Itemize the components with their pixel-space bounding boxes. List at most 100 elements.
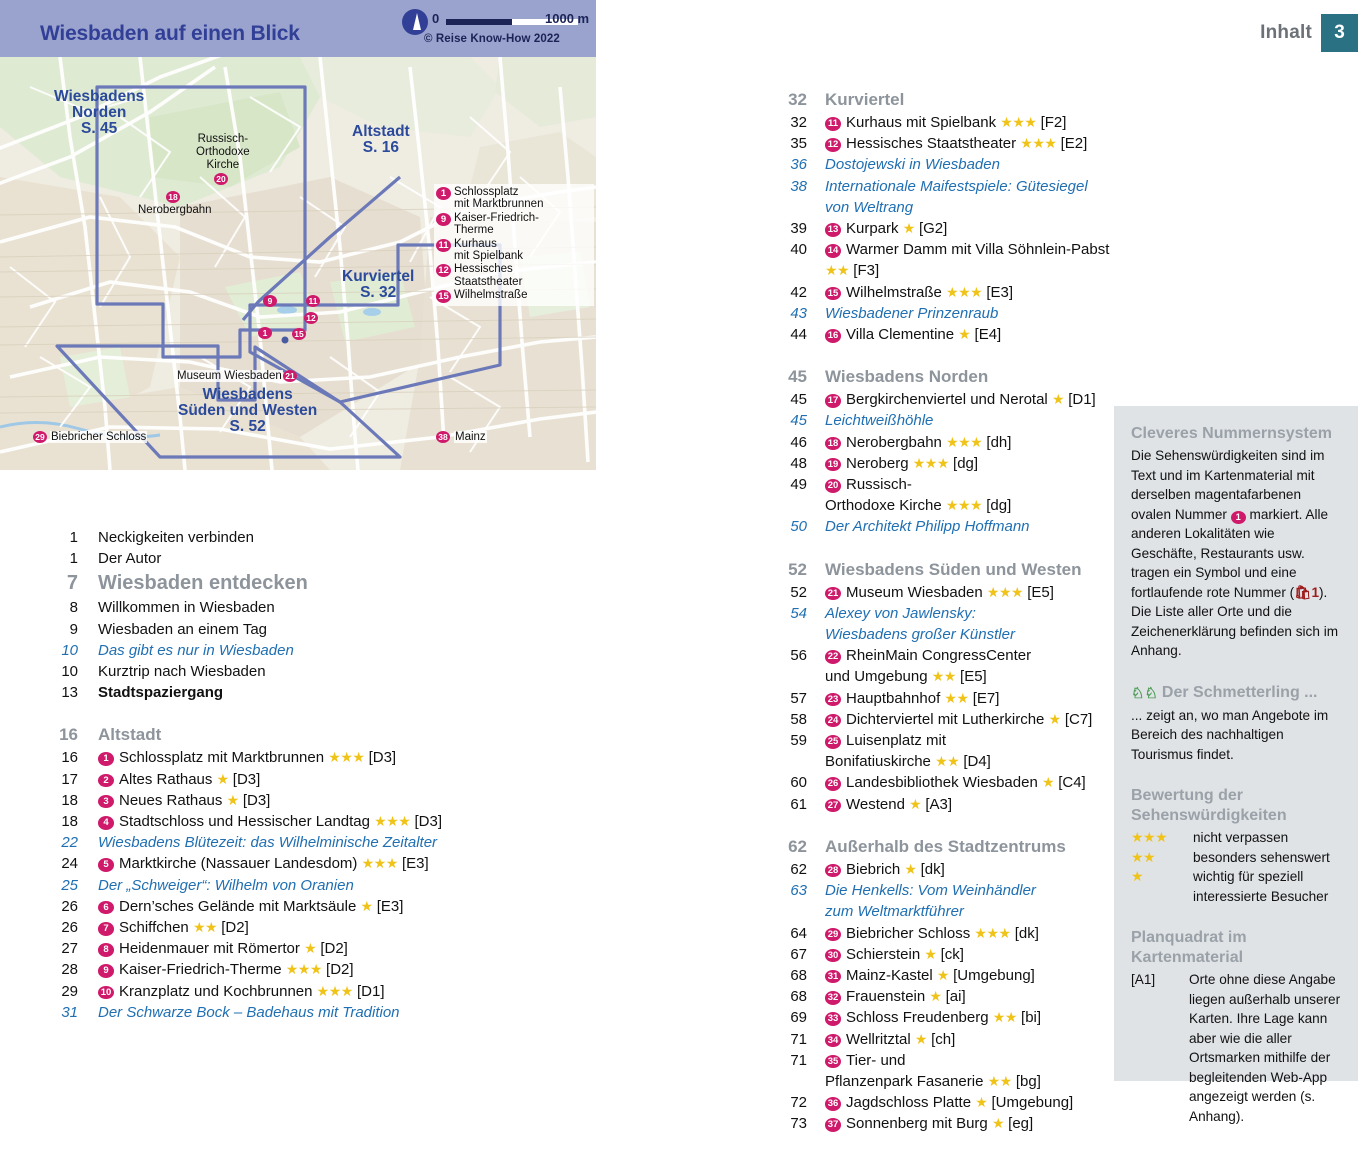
map-marker-1[interactable]: 1 — [258, 327, 272, 339]
entry-marker-28[interactable]: 28 — [825, 863, 841, 878]
entry-marker-23[interactable]: 23 — [825, 692, 841, 707]
toc-row[interactable]: 32 11 Kurhaus mit Spielbank ★★★ [F2] — [770, 112, 1110, 133]
entry-marker-18[interactable]: 18 — [825, 436, 841, 451]
map-marker-38[interactable]: 38 — [436, 431, 450, 443]
toc-row[interactable]: 31 Der Schwarze Bock – Badehaus mit Tradi… — [0, 1002, 680, 1023]
map-marker-20[interactable]: 20 — [214, 173, 228, 185]
toc-row[interactable]: 50 Der Architekt Philipp Hoffmann — [770, 516, 1110, 537]
entry-marker-16[interactable]: 16 — [825, 329, 841, 343]
toc-row[interactable]: 10 Kurztrip nach Wiesbaden — [0, 661, 680, 682]
entry-marker-27[interactable]: 27 — [825, 798, 841, 813]
entry-marker-3[interactable]: 3 — [98, 794, 114, 809]
toc-row[interactable]: 58 24 Dichterviertel mit Lutherkirche ★ [C… — [770, 709, 1110, 730]
toc-row[interactable]: 39 13 Kurpark ★ [G2] — [770, 218, 1110, 239]
map-marker-11[interactable]: 11 — [306, 295, 320, 307]
entry-marker-29[interactable]: 29 — [825, 927, 841, 941]
toc-row[interactable]: 49 20 Russisch- — [770, 474, 1110, 495]
entry-marker-34[interactable]: 34 — [825, 1033, 841, 1048]
entry-marker-26[interactable]: 26 — [825, 777, 841, 791]
map-marker-21[interactable]: 21 — [283, 370, 297, 382]
toc-row[interactable]: 17 2 Altes Rathaus ★ [D3] — [0, 769, 680, 790]
toc-row[interactable]: 35 12 Hessisches Staatstheater ★★★ [E2] — [770, 133, 1110, 154]
toc-row[interactable]: zum Weltmarktführer — [770, 901, 1110, 922]
toc-row[interactable]: 42 15 Wilhelmstraße ★★★ [E3] — [770, 282, 1110, 303]
toc-row[interactable]: Wiesbadens großer Künstler — [770, 624, 1110, 645]
entry-marker-30[interactable]: 30 — [825, 948, 841, 963]
entry-marker-36[interactable]: 36 — [825, 1097, 841, 1111]
toc-row[interactable]: 57 23 Hauptbahnhof ★★ [E7] — [770, 688, 1110, 709]
toc-row[interactable]: 18 4 Stadtschloss und Hessischer Landtag ★… — [0, 811, 680, 832]
toc-row[interactable]: 27 8 Heidenmauer mit Römertor ★ [D2] — [0, 938, 680, 959]
toc-row[interactable]: 56 22 RheinMain CongressCenter — [770, 645, 1110, 666]
toc-row[interactable]: 61 27 Westend ★ [A3] — [770, 794, 1110, 815]
entry-marker-20[interactable]: 20 — [825, 479, 841, 493]
map-marker-18[interactable]: 18 — [166, 191, 180, 203]
toc-row[interactable]: 8 Willkommen in Wiesbaden — [0, 597, 680, 618]
toc-row[interactable]: und Umgebung ★★ [E5] — [770, 666, 1110, 687]
toc-row[interactable]: Orthodoxe Kirche ★★★ [dg] — [770, 495, 1110, 516]
toc-row[interactable]: 71 34 Wellritztal ★ [ch] — [770, 1029, 1110, 1050]
entry-marker-13[interactable]: 13 — [825, 223, 841, 237]
toc-row[interactable]: 69 33 Schloss Freudenberg ★★ [bi] — [770, 1007, 1110, 1028]
entry-marker-4[interactable]: 4 — [98, 816, 114, 830]
toc-row[interactable]: 28 9 Kaiser-Friedrich-Therme ★★★ [D2] — [0, 959, 680, 980]
toc-row[interactable]: 73 37 Sonnenberg mit Burg ★ [eg] — [770, 1113, 1110, 1134]
toc-row[interactable]: 32 Kurviertel — [770, 88, 1110, 112]
entry-marker-14[interactable]: 14 — [825, 244, 841, 258]
toc-row[interactable]: 52 Wiesbadens Süden und Westen — [770, 558, 1110, 582]
toc-row[interactable]: 26 7 Schiffchen ★★ [D2] — [0, 917, 680, 938]
map-marker-9[interactable]: 9 — [263, 295, 277, 307]
entry-marker-21[interactable]: 21 — [825, 586, 841, 601]
toc-row[interactable]: 45 Wiesbadens Norden — [770, 365, 1110, 389]
toc-row[interactable]: 10 Das gibt es nur in Wiesbaden — [0, 640, 680, 661]
toc-row[interactable]: 16 Altstadt — [0, 723, 680, 747]
toc-row[interactable]: 60 26 Landesbibliothek Wiesbaden ★ [C4] — [770, 772, 1110, 793]
toc-row[interactable]: 52 21 Museum Wiesbaden ★★★ [E5] — [770, 582, 1110, 603]
toc-row[interactable]: 44 16 Villa Clementine ★ [E4] — [770, 324, 1110, 345]
toc-row[interactable]: 45 Leichtweißhöhle — [770, 410, 1110, 431]
toc-row[interactable]: 29 10 Kranzplatz und Kochbrunnen ★★★ [D1] — [0, 981, 680, 1002]
toc-row[interactable]: 62 Außerhalb des Stadtzentrums — [770, 835, 1110, 859]
toc-row[interactable]: 1 Neckigkeiten verbinden — [0, 527, 680, 548]
entry-marker-2[interactable]: 2 — [98, 773, 114, 788]
entry-marker-6[interactable]: 6 — [98, 900, 114, 915]
entry-marker-15[interactable]: 15 — [825, 286, 841, 301]
entry-marker-10[interactable]: 10 — [98, 985, 114, 1000]
toc-row[interactable]: 25 Der „Schweiger“: Wilhelm von Oranien — [0, 875, 680, 896]
toc-row[interactable]: 68 31 Mainz-Kastel ★ [Umgebung] — [770, 965, 1110, 986]
toc-row[interactable]: 22 Wiesbadens Blütezeit: das Wilhelminisc… — [0, 832, 680, 853]
toc-row[interactable]: 7 Wiesbaden entdecken — [0, 569, 680, 597]
toc-row[interactable]: 54 Alexey von Jawlensky: — [770, 603, 1110, 624]
toc-row[interactable]: 18 3 Neues Rathaus ★ [D3] — [0, 790, 680, 811]
map-marker-15[interactable]: 15 — [292, 328, 306, 340]
entry-marker-11[interactable]: 11 — [825, 117, 841, 131]
entry-marker-12[interactable]: 12 — [825, 138, 841, 152]
entry-marker-8[interactable]: 8 — [98, 943, 114, 957]
toc-row[interactable]: 48 19 Neroberg ★★★ [dg] — [770, 453, 1110, 474]
map-marker-29[interactable]: 29 — [33, 431, 47, 443]
entry-marker-17[interactable]: 17 — [825, 394, 841, 408]
toc-row[interactable]: 63 Die Henkells: Vom Weinhändler — [770, 880, 1110, 901]
toc-row[interactable]: Bonifatiuskirche ★★ [D4] — [770, 751, 1110, 772]
entry-marker-9[interactable]: 9 — [98, 964, 114, 978]
toc-row[interactable]: 9 Wiesbaden an einem Tag — [0, 619, 680, 640]
map-marker-12[interactable]: 12 — [304, 312, 318, 324]
toc-row[interactable]: 71 35 Tier- und — [770, 1050, 1110, 1071]
entry-marker-35[interactable]: 35 — [825, 1054, 841, 1069]
toc-row[interactable]: 26 6 Dern’sches Gelände mit Marktsäule ★ [… — [0, 896, 680, 917]
entry-marker-31[interactable]: 31 — [825, 969, 841, 984]
toc-row[interactable]: 40 14 Warmer Damm mit Villa Söhnlein-Pabst… — [770, 239, 1110, 281]
toc-row[interactable]: 24 5 Marktkirche (Nassauer Landesdom) ★★★ … — [0, 853, 680, 874]
entry-marker-1[interactable]: 1 — [98, 752, 114, 766]
toc-row[interactable]: 67 30 Schierstein ★ [ck] — [770, 944, 1110, 965]
toc-row[interactable]: Pflanzenpark Fasanerie ★★ [bg] — [770, 1071, 1110, 1092]
entry-marker-24[interactable]: 24 — [825, 713, 841, 728]
toc-row[interactable]: 68 32 Frauenstein ★ [ai] — [770, 986, 1110, 1007]
entry-marker-33[interactable]: 33 — [825, 1012, 841, 1026]
toc-row[interactable]: 62 28 Biebrich ★ [dk] — [770, 859, 1110, 880]
entry-marker-37[interactable]: 37 — [825, 1118, 841, 1132]
toc-row[interactable]: 43 Wiesbadener Prinzenraub — [770, 303, 1110, 324]
toc-row[interactable]: 13 Stadtspaziergang — [0, 682, 680, 703]
toc-row[interactable]: 59 25 Luisenplatz mit — [770, 730, 1110, 751]
toc-row[interactable]: 64 29 Biebricher Schloss ★★★ [dk] — [770, 923, 1110, 944]
